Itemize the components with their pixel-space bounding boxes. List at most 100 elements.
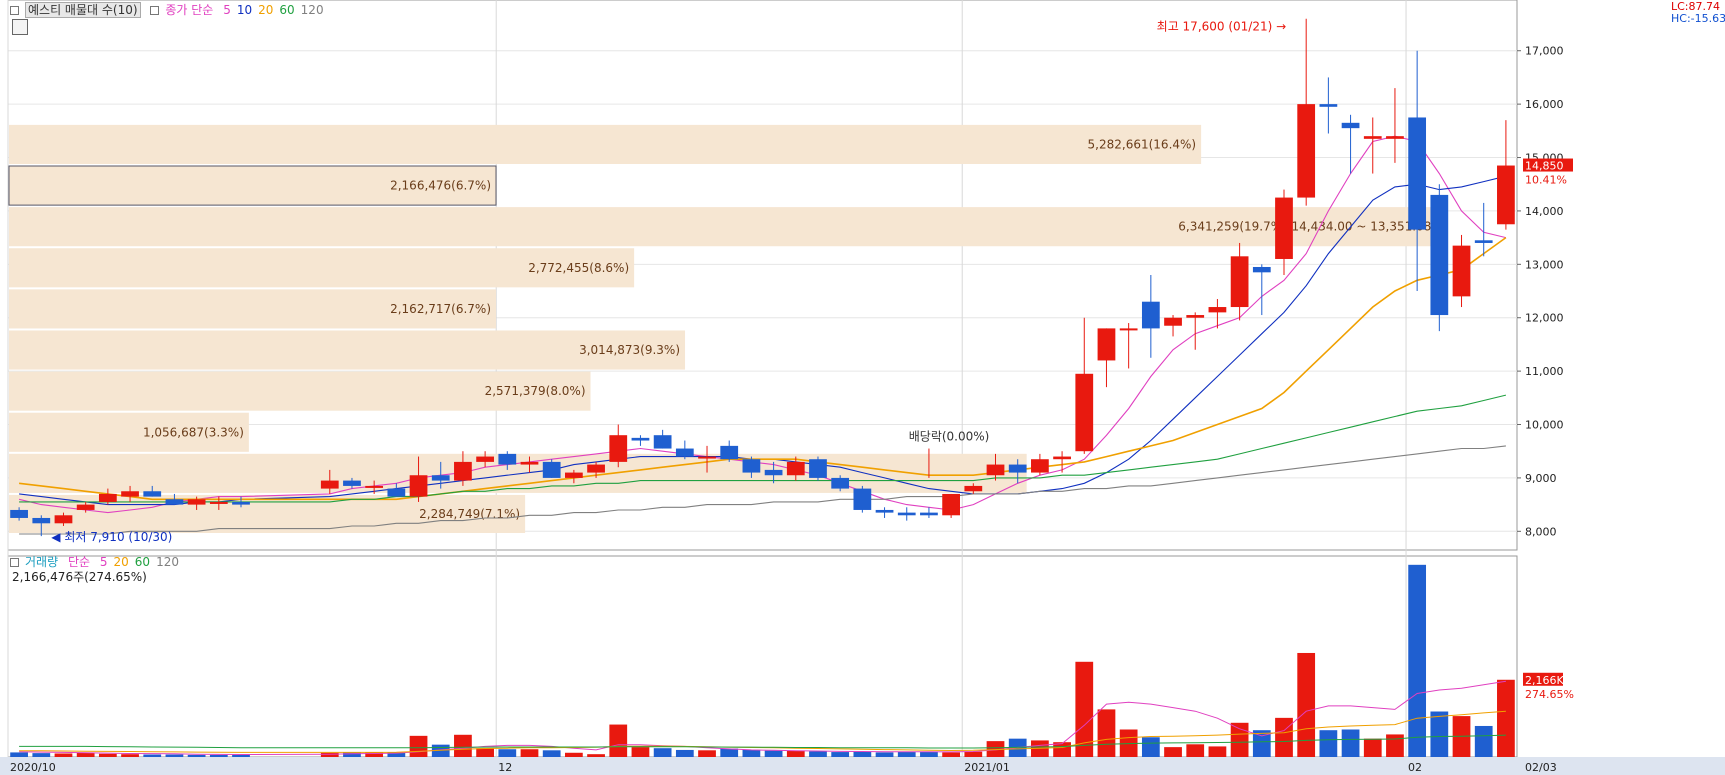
volume-profile-label: 2,162,717(6.7%): [390, 302, 491, 316]
candle-body: [1252, 266, 1271, 273]
volume-bar: [1141, 737, 1160, 757]
candle-body: [1474, 240, 1493, 243]
candle-body: [1230, 256, 1249, 308]
volume-bar: [986, 741, 1005, 757]
candle-body: [520, 461, 539, 465]
candle-body: [587, 464, 605, 473]
candle-body: [1275, 197, 1293, 259]
volume-bar: [1386, 734, 1404, 757]
price-tick-label: 11,000: [1525, 365, 1564, 378]
candle-body: [98, 493, 117, 502]
volume-bar: [653, 748, 672, 757]
candle-body: [498, 453, 517, 465]
volume-ma-label: 단순: [67, 555, 91, 569]
date-tick-label: 02: [1408, 761, 1422, 774]
ma-period-60: 60: [279, 3, 295, 17]
volume-bar: [409, 735, 428, 757]
volume-bar: [498, 749, 517, 757]
price-tick-label: 14,000: [1525, 205, 1564, 218]
candle-body: [964, 485, 983, 492]
candle-body: [165, 499, 184, 505]
volume-bar: [675, 749, 694, 757]
volume-bar: [387, 752, 406, 757]
volume-bar: [320, 752, 339, 757]
volume-bar: [476, 748, 494, 757]
volume-bar: [609, 724, 628, 757]
volume-profile-bar: [9, 412, 249, 452]
candle-body: [365, 485, 384, 488]
low-annotation: ◀ 최저 7,910 (10/30): [51, 530, 172, 544]
volume-profile-label: 6,341,259(19.7%)(14,434.00 ~ 13,351.08): [1178, 220, 1436, 234]
volume-title: 거래량: [25, 555, 59, 569]
price-legend: 예스티 매물대 수(10) 종가 단순 5 10 20 60 120: [10, 1, 330, 18]
indicator-toggle-icon[interactable]: [10, 558, 19, 567]
candle-body: [431, 475, 450, 481]
volume-ma-period-5: 5: [99, 555, 108, 569]
volume-bar: [343, 752, 361, 757]
volume-profile-bar: [9, 248, 635, 288]
candle-body: [1497, 165, 1515, 225]
ma-line-60: [19, 394, 1507, 503]
volume-panel: [7, 555, 1518, 758]
candle-body: [476, 456, 494, 462]
volume-bar: [520, 749, 539, 757]
volume-bar: [698, 750, 716, 757]
candle-body: [675, 448, 694, 457]
volume-bar: [853, 751, 872, 757]
grid-settings-icon[interactable]: [12, 19, 28, 35]
volume-profile-bar: [9, 289, 497, 329]
candle-body: [1053, 456, 1071, 460]
volume-bar: [1075, 661, 1094, 757]
volume-bar: [209, 754, 228, 757]
candle-body: [1097, 328, 1116, 361]
candle-body: [564, 472, 583, 478]
candle-body: [1408, 117, 1427, 230]
candle-body: [986, 464, 1005, 476]
volume-profile-bar: [9, 453, 1027, 493]
candle-body: [1430, 194, 1449, 316]
indicator-toggle-icon[interactable]: [10, 6, 19, 15]
current-volume-label: 2,166K: [1525, 674, 1564, 687]
candle-body: [609, 435, 628, 462]
candle-body: [1075, 373, 1094, 452]
date-tick-label: 02/03: [1525, 761, 1557, 774]
volume-bar: [76, 752, 95, 757]
candle-body: [54, 515, 73, 524]
candle-body: [1386, 136, 1404, 139]
candle-body: [187, 499, 206, 505]
volume-bar: [1164, 747, 1182, 757]
price-tick-label: 13,000: [1525, 258, 1564, 271]
dividend-annotation: 배당락(0.00%): [909, 430, 990, 444]
volume-bar: [1363, 738, 1382, 757]
volume-ma-line-20: [19, 710, 1506, 753]
candle-body: [831, 477, 850, 489]
ma-period-20: 20: [258, 3, 274, 17]
candle-body: [786, 461, 805, 476]
candle-body: [454, 461, 472, 481]
volume-bar: [1497, 679, 1515, 757]
volume-bar: [587, 754, 605, 757]
volume-profile-label: 3,014,873(9.3%): [579, 343, 680, 357]
candle-body: [1164, 317, 1182, 326]
candle-body: [387, 488, 406, 497]
candle-body: [1008, 464, 1027, 473]
volume-profile-bar: [9, 371, 591, 411]
candle-body: [320, 480, 339, 489]
date-tick-label: 2021/01: [964, 761, 1010, 774]
volume-profile-title[interactable]: 예스티 매물대 수(10): [25, 2, 141, 18]
volume-profile-label: 2,571,379(8.0%): [485, 384, 586, 398]
volume-bar: [1319, 730, 1338, 757]
volume-bar: [1341, 729, 1360, 757]
current-volume-badge: [1523, 672, 1563, 686]
volume-bar: [631, 747, 650, 757]
candle-body: [409, 475, 428, 497]
indicator-toggle-icon[interactable]: [150, 6, 160, 15]
candle-body: [1341, 122, 1360, 129]
volume-ma-line-60: [19, 734, 1506, 749]
volume-profile-label: 2,284,749(7.1%): [419, 507, 520, 521]
volume-profile-label: 2,166,476(6.7%): [390, 179, 491, 193]
current-price-badge: [1523, 158, 1573, 172]
volume-profile-bar: [9, 207, 1441, 247]
volume-bar: [143, 754, 162, 757]
